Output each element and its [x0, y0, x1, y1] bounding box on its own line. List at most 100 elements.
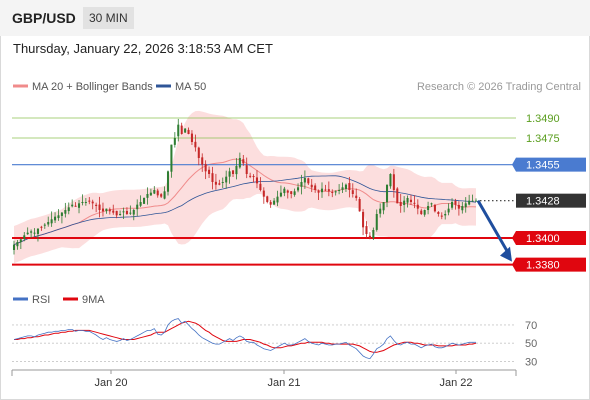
candle-body [474, 200, 478, 202]
candle-body [348, 182, 351, 190]
candle-body [64, 210, 67, 214]
candle-body [30, 231, 33, 233]
timeframe-badge[interactable]: 30 MIN [83, 7, 134, 29]
candle-body [67, 207, 70, 212]
candle-body [259, 183, 262, 190]
candle-body [143, 198, 146, 204]
chart-header: GBP/USD 30 MIN [0, 0, 590, 36]
candle-body [77, 203, 81, 208]
candle-body [112, 210, 115, 213]
candle-body [119, 214, 122, 215]
candle-body [447, 208, 450, 213]
candle-body [382, 202, 385, 211]
candle-body [115, 210, 118, 216]
legend-ma50-label: MA 50 [175, 81, 206, 93]
source-credit: Research © 2026 Trading Central [417, 81, 581, 93]
candle-body [307, 178, 310, 184]
resistance-label: 1.3490 [526, 113, 560, 125]
candle-body [464, 203, 467, 208]
legend-bollinger-label: MA 20 + Bollinger Bands [32, 81, 153, 93]
candle-body [273, 200, 276, 205]
candle-body [60, 212, 63, 216]
candle-body [461, 206, 464, 211]
forecast-arrow-head [500, 246, 512, 262]
candle-body [43, 224, 46, 226]
candle-body [228, 171, 231, 177]
support-label: 1.3400 [526, 233, 560, 245]
candle-body [399, 201, 402, 206]
candle-body [105, 208, 108, 212]
candle-body [16, 242, 19, 247]
candle-body [341, 187, 344, 190]
candle-body [416, 204, 419, 209]
current-price-box [516, 193, 586, 208]
candle-body [385, 184, 389, 203]
candle-body [211, 173, 214, 182]
candle-body [170, 144, 173, 172]
candle-body [235, 166, 238, 175]
candle-body [26, 232, 29, 235]
candle-body [379, 208, 382, 214]
candle-body [355, 195, 358, 198]
candle-body [430, 203, 433, 205]
candle-body [392, 174, 395, 190]
candle-body [249, 175, 252, 177]
candle-body [444, 214, 447, 216]
support-label-box [512, 257, 586, 272]
candle-body [420, 210, 423, 214]
candle-body [351, 190, 354, 194]
forecast-arrow-line [476, 199, 510, 254]
candle-body [201, 157, 204, 165]
candle-body [283, 188, 286, 194]
rsi-tick-label: 30 [525, 356, 537, 368]
candle-body [440, 215, 443, 217]
candle-body [84, 202, 87, 203]
candle-body [409, 199, 413, 202]
candle-body [231, 170, 235, 174]
candle-body [71, 204, 74, 207]
candle-body [276, 196, 279, 203]
candle-body [180, 125, 183, 134]
candle-body [406, 198, 409, 203]
candle-body [122, 211, 125, 213]
candle-body [23, 235, 26, 239]
candle-body [252, 176, 255, 178]
candle-body [279, 192, 282, 197]
support-label: 1.3380 [526, 260, 560, 272]
candle-body [221, 182, 224, 183]
candle-body [255, 177, 259, 184]
candle-body [81, 202, 84, 203]
time-tick-label: Jan 22 [439, 377, 472, 389]
candle-body [372, 230, 375, 239]
candles [12, 118, 478, 255]
candle-body [177, 124, 180, 137]
ma50-line [13, 175, 477, 246]
support-label-box [512, 231, 586, 245]
candle-body [225, 176, 228, 183]
candle-body [132, 210, 135, 215]
candle-body [163, 191, 166, 199]
candle-body [362, 211, 365, 228]
candle-body [153, 190, 156, 194]
candle-body [12, 244, 16, 250]
candle-body [468, 200, 471, 205]
candle-body [139, 202, 142, 206]
rsi-line [13, 318, 476, 360]
current-price-label: 1.3428 [526, 196, 560, 208]
candle-body [98, 204, 101, 210]
candle-body [197, 147, 200, 158]
resistance-label: 1.3475 [526, 133, 560, 145]
bollinger-band [14, 110, 476, 264]
candle-body [344, 184, 347, 189]
candle-body [314, 185, 317, 190]
candle-body [40, 226, 43, 228]
candle-body [427, 206, 430, 211]
symbol-title: GBP/USD [12, 10, 76, 26]
candle-body [262, 190, 265, 197]
rsi-ma9-line [14, 320, 477, 353]
time-tick-label: Jan 20 [94, 377, 127, 389]
candle-body [184, 128, 187, 133]
candle-body [57, 215, 60, 219]
candle-body [389, 174, 392, 187]
